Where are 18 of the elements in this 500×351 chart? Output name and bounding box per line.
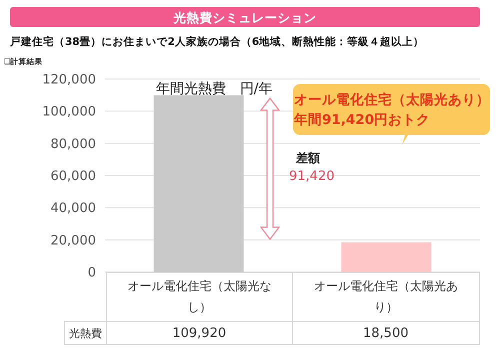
y-tick-label: 60,000 <box>50 169 96 184</box>
y-tick-label: 80,000 <box>50 136 96 152</box>
x-tick-label: オール電化住宅（太陽光なし） <box>106 272 292 322</box>
annotation: 年間光熱費 円/年 <box>156 81 272 97</box>
data-label: 18,500 <box>292 322 479 344</box>
chart-subtitle: 戸建住宅（38畳）にお住まいで2人家族の場合（6地域、断熱性能：等級４超以上） <box>9 35 424 48</box>
annotation: オール電化住宅（太陽光あり） <box>294 91 490 108</box>
annotation: 91,420 <box>289 169 334 184</box>
text: 光熱費 <box>64 322 106 344</box>
y-tick-label: 40,000 <box>50 201 96 216</box>
y-tick-label: 100,000 <box>42 104 96 120</box>
y-tick-label: 20,000 <box>50 233 96 248</box>
y-tick-label: 0 <box>88 266 96 280</box>
chart-title: 光熱費シミュレーション <box>172 10 316 25</box>
data-label: 109,920 <box>106 322 292 344</box>
annotation: 年間91,420円おトク <box>293 112 430 128</box>
annotation: 差額 <box>295 151 320 165</box>
y-tick-label: 120,000 <box>42 72 96 88</box>
